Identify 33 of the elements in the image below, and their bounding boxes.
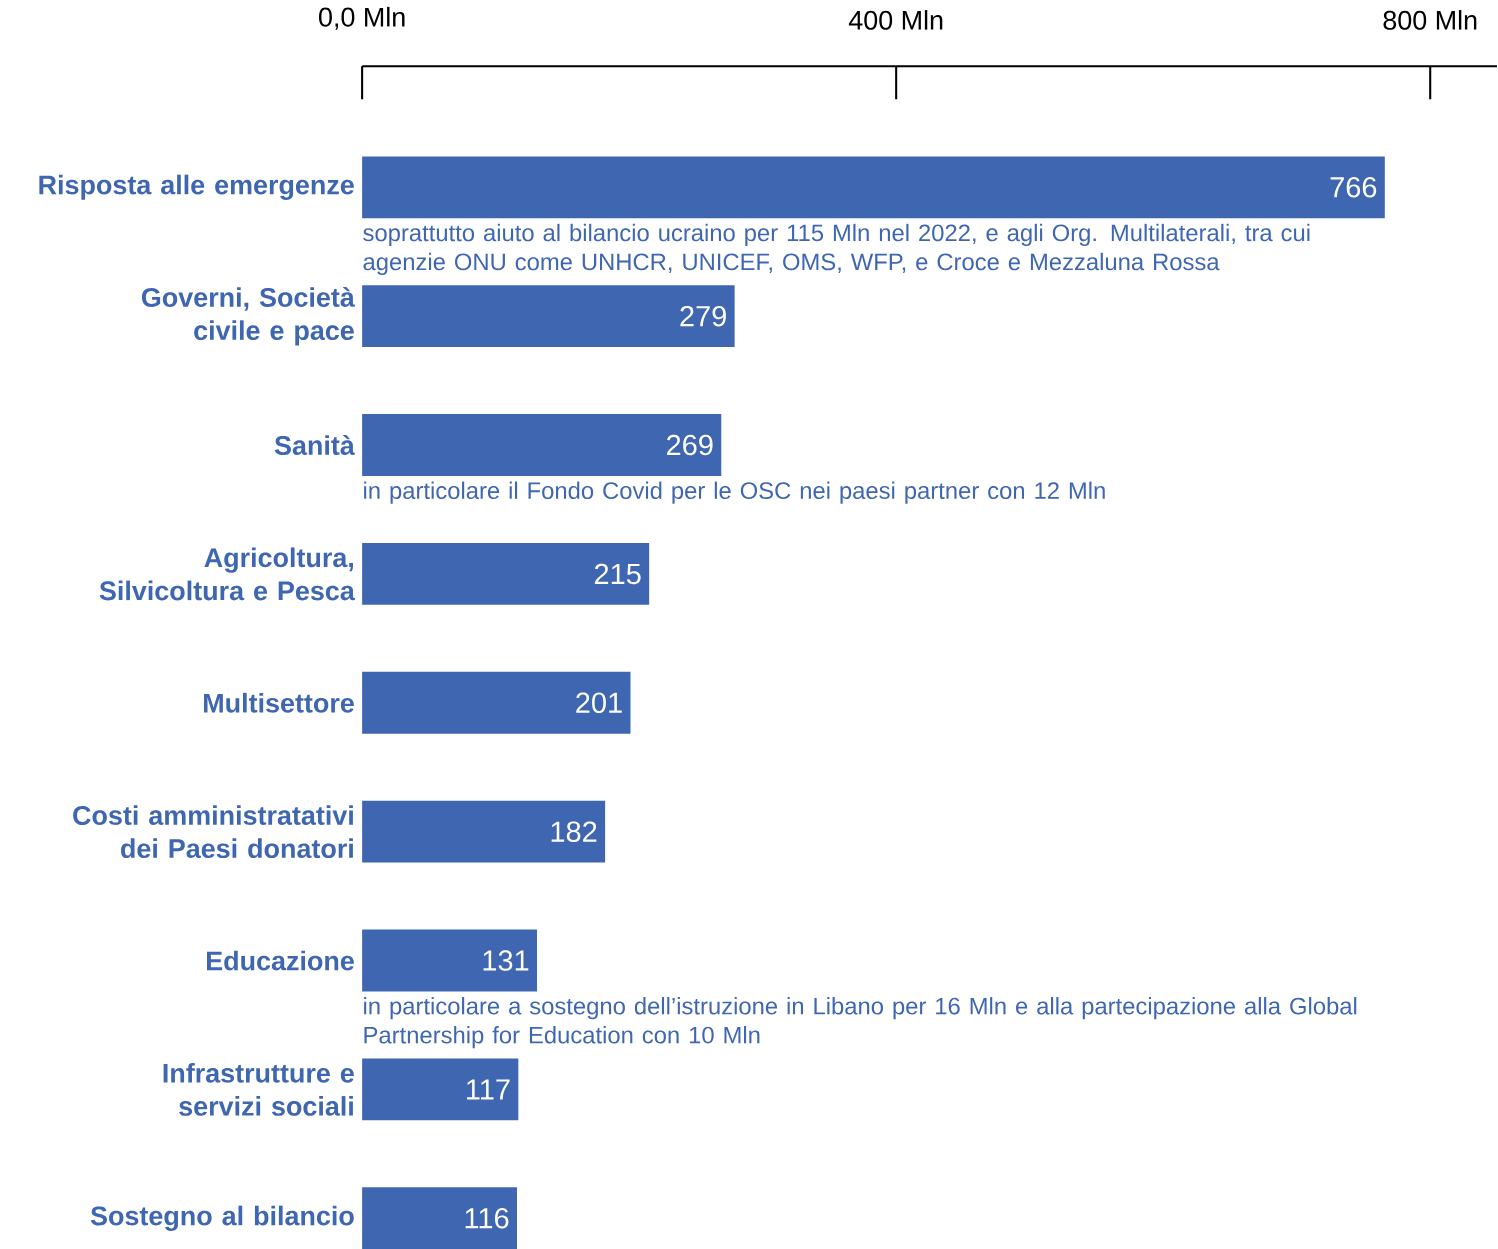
y-tick-label: Educazione <box>207 950 354 971</box>
bar <box>362 671 631 734</box>
y-tick-label: Agricoltura, Silvicoltura e Pesca <box>99 547 355 601</box>
bar <box>362 1187 517 1249</box>
data-label: 182 <box>551 821 597 842</box>
annotation: soprattutto aiuto al bilancio ucraino per 115 Mln nel 2022, e agli Org. Multilaterali, tra cui agenzie ONU come UNHCR, UNICEF, OMS, WFP, e Croce e Mezzaluna Rossa <box>363 223 1310 275</box>
y-tick-label: Governi, Società civile e pace <box>141 286 355 346</box>
y-tick-label: Sanità <box>274 434 355 455</box>
data-label: 117 <box>467 1079 510 1100</box>
data-label: 131 <box>483 950 529 971</box>
annotation: in particolare a sostegno dell’istruzione in Libano per 16 Mln e alla partecipazione alla Global Partnership for Education con 10 Mln <box>364 996 1357 1049</box>
x-tick-label: 400 Mln <box>848 9 943 30</box>
x-tick-label: 0,0 Mln <box>319 6 405 30</box>
y-tick-label: Multisettore <box>204 692 354 713</box>
data-label: 269 <box>667 434 713 456</box>
annotation: in particolare il Fondo Covid per le OSC nei paesi partner con 12 Mln <box>364 481 1105 504</box>
data-label: 215 <box>594 563 641 585</box>
bar <box>362 1058 519 1121</box>
x-tick-label: 800 Mln <box>1383 9 1477 30</box>
y-tick-label: Sostegno al bilancio <box>90 1205 354 1231</box>
data-label: 201 <box>576 692 622 713</box>
bar <box>362 285 735 348</box>
bar <box>362 542 650 605</box>
bar <box>362 929 538 992</box>
y-tick-label: Infrastrutture e servizi sociali <box>163 1062 354 1116</box>
data-label: 279 <box>680 305 726 327</box>
data-label: 766 <box>1330 176 1377 198</box>
bar <box>362 800 606 863</box>
bar <box>362 414 722 476</box>
data-label: 116 <box>465 1207 509 1229</box>
bar <box>362 156 1385 219</box>
y-tick-label: Costi amministratativi dei Paesi donatori <box>73 805 353 859</box>
y-tick-label: Risposta alle emergenze <box>39 174 354 200</box>
